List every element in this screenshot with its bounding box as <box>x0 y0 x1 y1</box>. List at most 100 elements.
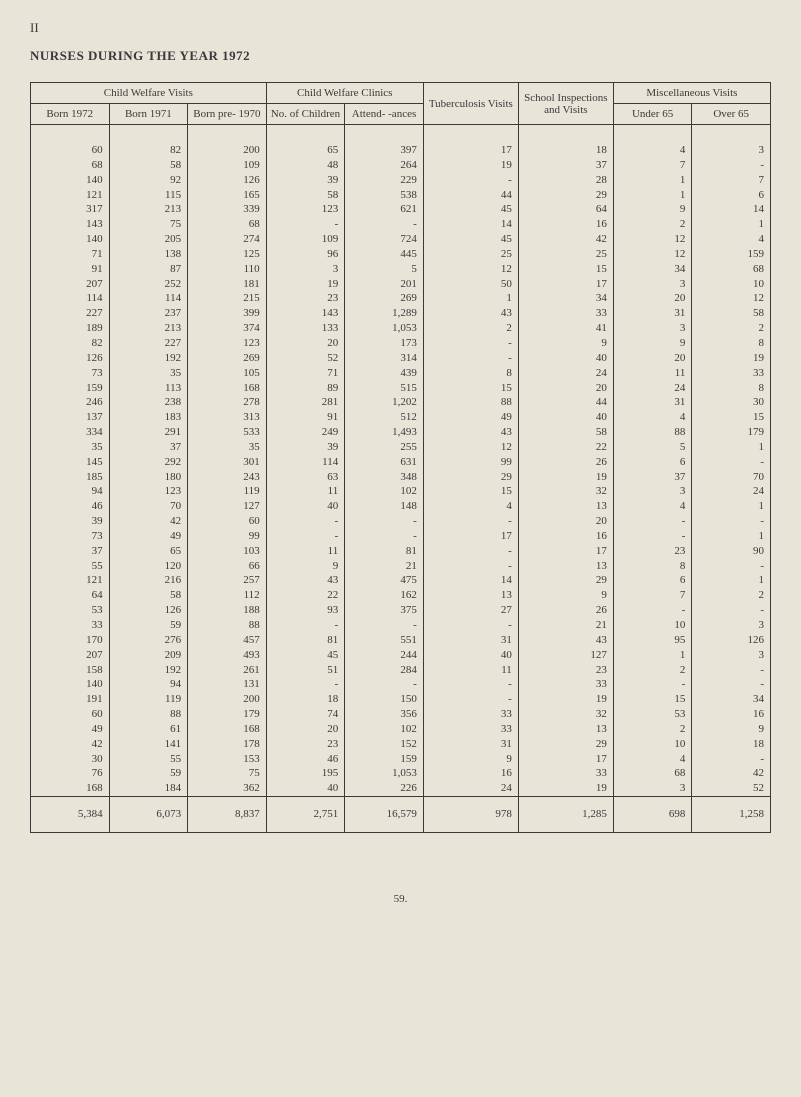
table-cell: 159 <box>345 752 424 767</box>
table-cell: - <box>266 514 345 529</box>
table-cell: 6 <box>613 455 692 470</box>
table-cell: 70 <box>109 499 188 514</box>
table-cell: 33 <box>423 707 518 722</box>
table-cell: 23 <box>266 291 345 306</box>
table-cell: 1 <box>692 499 771 514</box>
header-tuberculosis: Tuberculosis Visits <box>423 83 518 125</box>
table-cell: 19 <box>518 692 613 707</box>
table-cell: 4 <box>613 499 692 514</box>
table-cell: 145 <box>31 455 110 470</box>
table-cell: 4 <box>613 410 692 425</box>
table-cell: 159 <box>692 247 771 262</box>
table-row: 19111920018150-191534 <box>31 692 771 707</box>
table-cell: 95 <box>613 633 692 648</box>
table-cell: 4 <box>423 499 518 514</box>
table-cell: 71 <box>31 247 110 262</box>
table-cell: 24 <box>613 381 692 396</box>
table-cell: 3 <box>692 125 771 158</box>
table-cell: 356 <box>345 707 424 722</box>
table-cell: 43 <box>518 633 613 648</box>
table-cell: 1 <box>613 173 692 188</box>
table-cell: 192 <box>109 351 188 366</box>
table-cell: 143 <box>31 217 110 232</box>
table-cell: 173 <box>345 336 424 351</box>
table-cell: 126 <box>31 351 110 366</box>
total-cell: 6,073 <box>109 797 188 833</box>
table-cell: 19 <box>692 351 771 366</box>
table-cell: - <box>423 692 518 707</box>
table-cell: 68 <box>613 766 692 781</box>
table-cell: - <box>345 514 424 529</box>
table-cell: 207 <box>31 277 110 292</box>
table-cell: 82 <box>109 125 188 158</box>
table-cell: 9 <box>613 336 692 351</box>
table-cell: - <box>613 514 692 529</box>
table-cell: 45 <box>423 232 518 247</box>
table-cell: 301 <box>188 455 267 470</box>
table-cell: 82 <box>31 336 110 351</box>
table-cell: 74 <box>266 707 345 722</box>
table-cell: 159 <box>31 381 110 396</box>
table-cell: 58 <box>266 188 345 203</box>
table-cell: 213 <box>109 321 188 336</box>
table-cell: 94 <box>109 677 188 692</box>
total-cell: 2,751 <box>266 797 345 833</box>
table-cell: 34 <box>613 262 692 277</box>
table-cell: 399 <box>188 306 267 321</box>
table-cell: 35 <box>109 366 188 381</box>
header-miscellaneous: Miscellaneous Visits <box>613 83 770 104</box>
table-cell: 14 <box>423 217 518 232</box>
table-cell: 19 <box>518 781 613 796</box>
table-cell: 4 <box>613 125 692 158</box>
table-cell: 252 <box>109 277 188 292</box>
table-cell: 96 <box>266 247 345 262</box>
table-cell: 7 <box>692 173 771 188</box>
table-cell: 68 <box>188 217 267 232</box>
table-cell: 28 <box>518 173 613 188</box>
table-cell: 99 <box>188 529 267 544</box>
table-cell: 3 <box>692 648 771 663</box>
table-cell: 88 <box>188 618 267 633</box>
table-cell: 192 <box>109 663 188 678</box>
table-cell: 52 <box>692 781 771 796</box>
table-cell: 243 <box>188 470 267 485</box>
table-cell: 5 <box>613 440 692 455</box>
table-cell: 115 <box>109 188 188 203</box>
table-row: 35373539255122251 <box>31 440 771 455</box>
table-cell: 2 <box>423 321 518 336</box>
table-cell: 46 <box>31 499 110 514</box>
table-cell: 34 <box>518 291 613 306</box>
table-cell: 10 <box>692 277 771 292</box>
page-marker: II <box>30 20 771 36</box>
table-row: 168184362402262419352 <box>31 781 771 796</box>
table-row: 12111516558538442916 <box>31 188 771 203</box>
table-cell: 1,493 <box>345 425 424 440</box>
table-cell: 43 <box>266 573 345 588</box>
table-cell: 8 <box>423 366 518 381</box>
table-cell: 12 <box>423 440 518 455</box>
table-cell: 213 <box>109 202 188 217</box>
table-cell: 191 <box>31 692 110 707</box>
table-cell: 179 <box>188 707 267 722</box>
table-cell: 50 <box>423 277 518 292</box>
table-cell: 153 <box>188 752 267 767</box>
total-cell: 1,285 <box>518 797 613 833</box>
table-cell: 1 <box>613 188 692 203</box>
table-cell: 58 <box>692 306 771 321</box>
table-cell: 200 <box>188 125 267 158</box>
table-cell: 140 <box>31 677 110 692</box>
table-cell: 180 <box>109 470 188 485</box>
table-cell: 64 <box>518 202 613 217</box>
table-cell: 512 <box>345 410 424 425</box>
table-cell: 120 <box>109 559 188 574</box>
table-cell: 58 <box>109 588 188 603</box>
table-cell: 92 <box>109 173 188 188</box>
table-cell: 4 <box>692 232 771 247</box>
table-cell: 21 <box>345 559 424 574</box>
table-cell: 2 <box>692 588 771 603</box>
table-row: 1892133741331,05324132 <box>31 321 771 336</box>
table-cell: - <box>692 663 771 678</box>
table-cell: 68 <box>31 158 110 173</box>
table-row: 137183313915124940415 <box>31 410 771 425</box>
table-cell: 59 <box>109 618 188 633</box>
